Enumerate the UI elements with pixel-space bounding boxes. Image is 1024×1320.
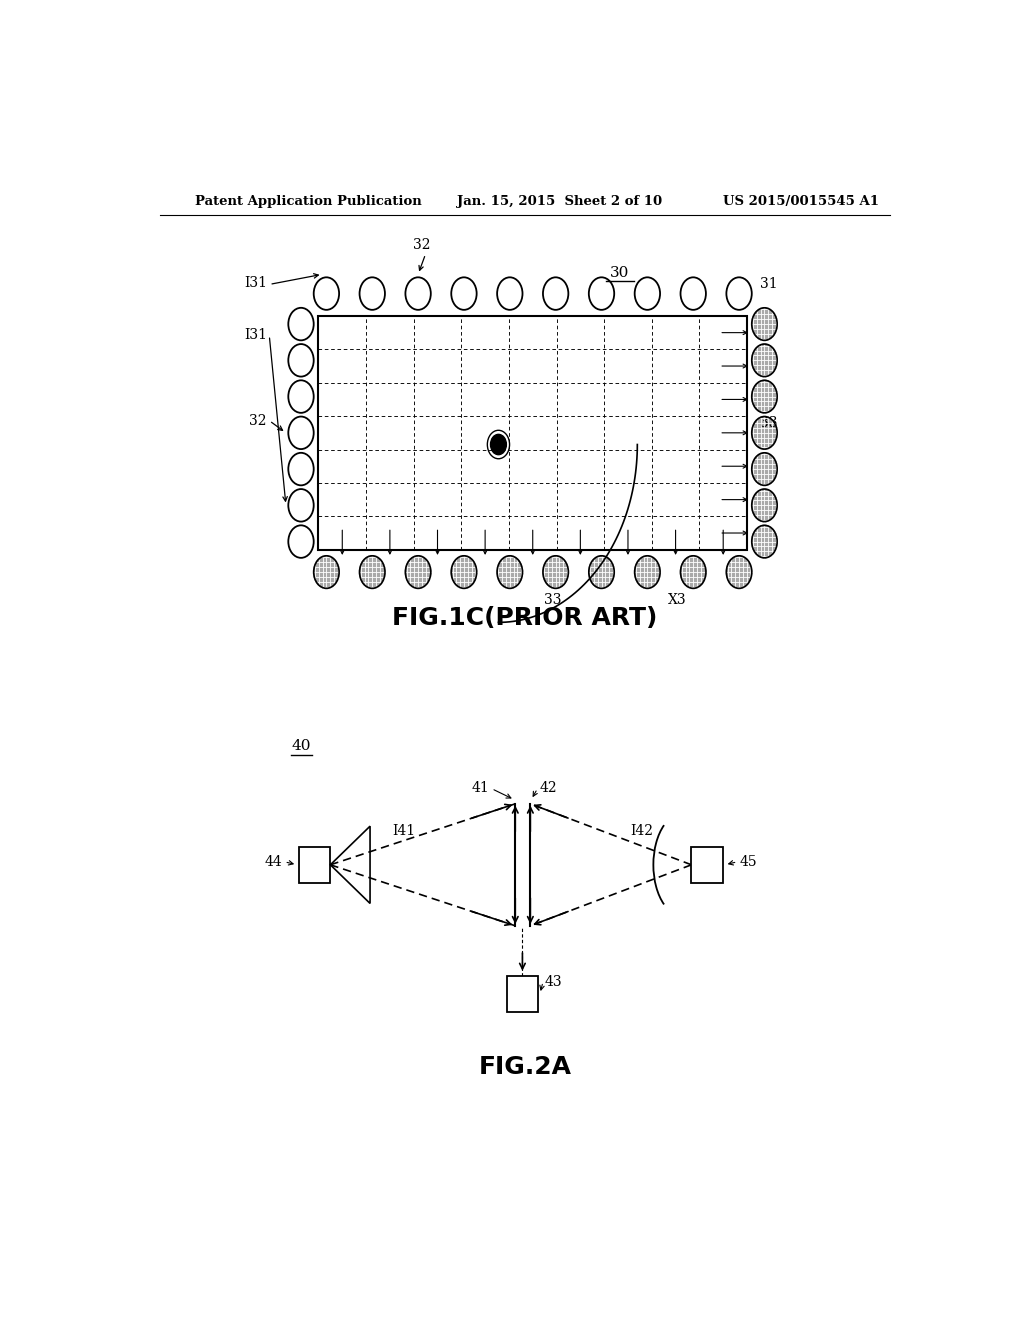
Text: 32: 32 [413, 238, 430, 252]
Text: FIG.1C(PRIOR ART): FIG.1C(PRIOR ART) [392, 606, 657, 630]
Circle shape [635, 556, 660, 589]
Text: 42: 42 [539, 780, 557, 795]
Circle shape [752, 453, 777, 486]
Circle shape [589, 556, 614, 589]
Text: 31: 31 [761, 277, 778, 292]
Text: X3: X3 [668, 594, 686, 607]
Circle shape [452, 556, 476, 589]
Bar [318, 315, 748, 549]
Text: 40: 40 [291, 739, 310, 752]
Circle shape [543, 556, 568, 589]
Text: 43: 43 [545, 974, 562, 989]
Circle shape [752, 490, 777, 521]
Circle shape [406, 556, 431, 589]
Circle shape [313, 556, 339, 589]
Bar [299, 846, 331, 883]
Circle shape [752, 417, 777, 449]
Circle shape [490, 434, 507, 454]
Text: US 2015/0015545 A1: US 2015/0015545 A1 [723, 194, 880, 207]
Circle shape [752, 380, 777, 413]
Text: 32: 32 [250, 413, 267, 428]
Text: 33: 33 [544, 594, 561, 607]
Text: FIG.2A: FIG.2A [478, 1055, 571, 1078]
Text: 41: 41 [471, 780, 489, 795]
Bar [507, 975, 539, 1012]
Circle shape [359, 556, 385, 589]
Text: Patent Application Publication: Patent Application Publication [196, 194, 422, 207]
Text: Jan. 15, 2015  Sheet 2 of 10: Jan. 15, 2015 Sheet 2 of 10 [458, 194, 663, 207]
Circle shape [681, 556, 706, 589]
Circle shape [752, 525, 777, 558]
Circle shape [752, 345, 777, 376]
Text: I41: I41 [392, 824, 416, 838]
Text: 44: 44 [265, 855, 283, 869]
Circle shape [497, 556, 522, 589]
Text: I42: I42 [631, 824, 653, 838]
Text: 45: 45 [739, 855, 757, 869]
Text: 30: 30 [610, 267, 630, 280]
Bar [691, 846, 723, 883]
Circle shape [726, 556, 752, 589]
Text: 33: 33 [761, 416, 778, 430]
Text: I31: I31 [244, 329, 267, 342]
Circle shape [752, 308, 777, 341]
Text: I31: I31 [244, 276, 267, 290]
